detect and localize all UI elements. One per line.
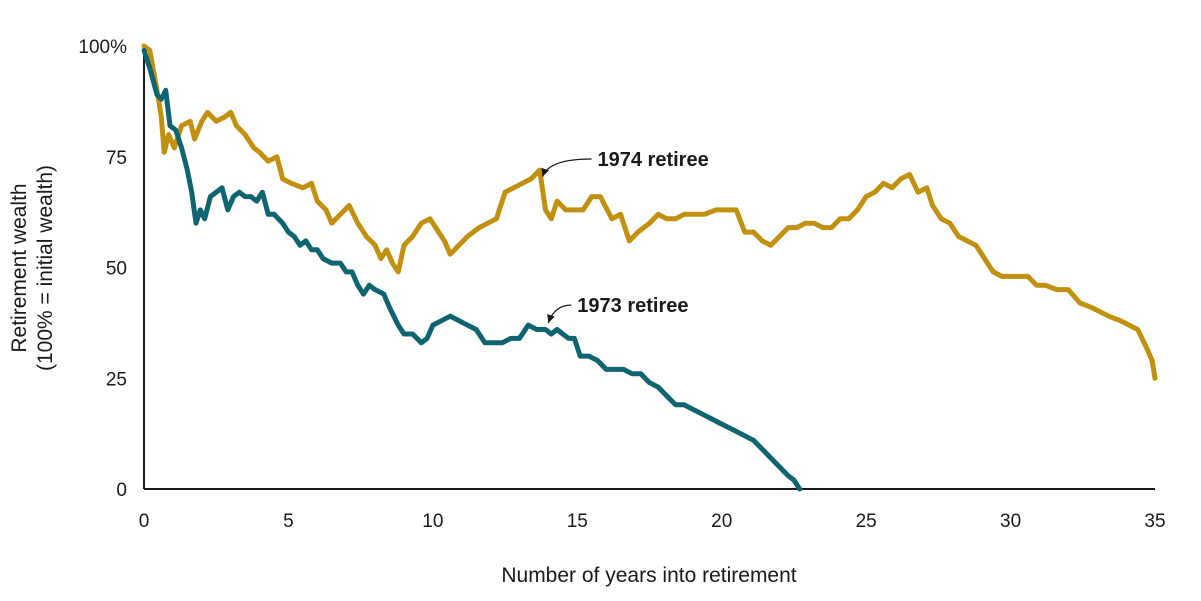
x-tick-label: 25 (856, 511, 877, 532)
annotation-arrow (542, 158, 592, 177)
y-tick-label: 0 (116, 480, 127, 501)
x-tick-label: 0 (139, 511, 150, 532)
x-tick-label: 20 (711, 511, 732, 532)
y-axis-ticks: 0 25 50 75 100% (78, 37, 127, 501)
y-tick-label: 25 (106, 369, 127, 390)
annotation-arrowhead (541, 167, 549, 177)
x-tick-label: 30 (1000, 511, 1021, 532)
y-axis-title-line-2: (100% = initial wealth) (34, 165, 57, 371)
annotation-label-1973-retiree: 1973 retiree (577, 295, 688, 317)
series-line-1974-retiree (141, 43, 1158, 381)
y-tick-label: 50 (106, 259, 127, 280)
x-tick-label: 15 (567, 511, 588, 532)
y-tick-label: 75 (106, 148, 127, 169)
x-tick-label: 10 (422, 511, 443, 532)
series-annotations: 1974 retiree 1973 retiree (541, 149, 709, 324)
series-lines (141, 43, 1158, 492)
annotation-arrow (547, 304, 572, 324)
series-line-1973-retiree (141, 47, 803, 492)
annotation-arrowhead (547, 314, 555, 323)
x-axis-ticks: 0 5 10 15 20 25 30 35 (139, 511, 1166, 532)
annotation-label-1974-retiree: 1974 retiree (598, 149, 709, 171)
y-tick-label: 100% (78, 37, 127, 58)
x-axis-title: Number of years into retirement (501, 564, 796, 587)
y-axis-title-line-1: Retirement wealth (8, 183, 31, 352)
x-tick-label: 35 (1144, 511, 1165, 532)
x-tick-label: 5 (283, 511, 294, 532)
